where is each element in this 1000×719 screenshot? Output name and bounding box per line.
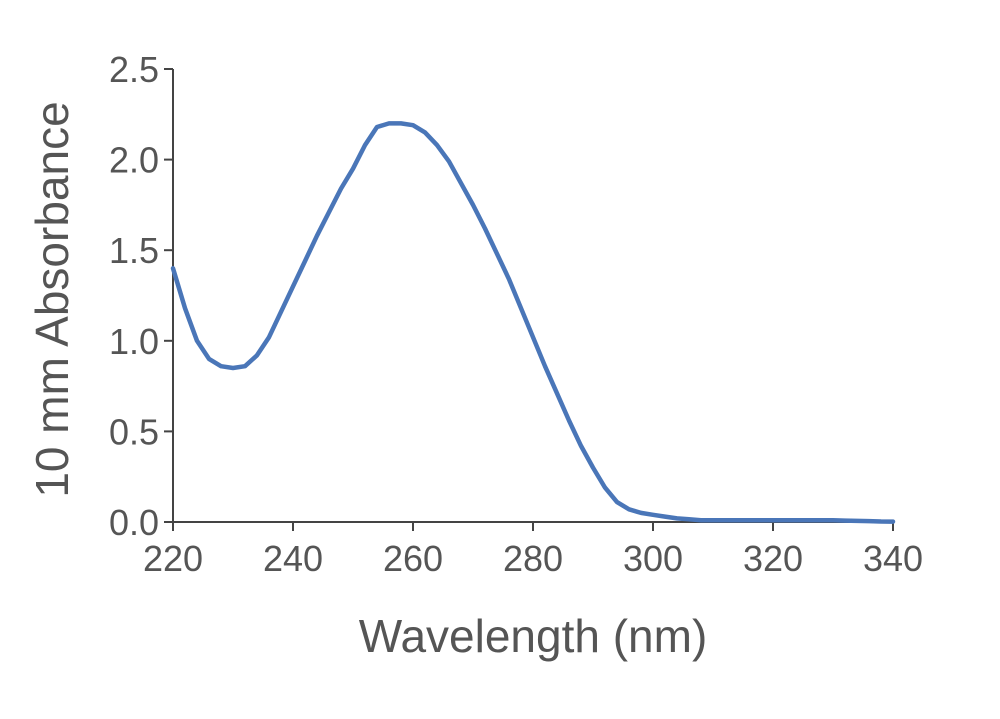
x-tick-label: 300 [623,538,683,579]
x-tick-label: 320 [743,538,803,579]
x-tick-label: 240 [263,538,323,579]
y-tick-label: 0.0 [109,502,159,543]
x-axis-ticks: 220 240 260 280 300 320 340 [143,522,923,579]
y-tick-label: 1.0 [109,321,159,362]
absorbance-series-line [170,121,896,524]
x-tick-label: 220 [143,538,203,579]
x-tick-label: 260 [383,538,443,579]
x-axis-title: Wavelength (nm) [359,610,708,662]
y-tick-label: 0.5 [109,411,159,452]
series-group [170,121,896,524]
y-tick-label: 2.5 [109,49,159,90]
x-tick-label: 280 [503,538,563,579]
y-tick-label: 1.5 [109,230,159,271]
y-tick-label: 2.0 [109,140,159,181]
y-axis-ticks: 0.0 0.5 1.0 1.5 2.0 2.5 [109,49,173,543]
y-axis-title: 10 mm Absorbance [26,101,78,497]
x-tick-label: 340 [863,538,923,579]
